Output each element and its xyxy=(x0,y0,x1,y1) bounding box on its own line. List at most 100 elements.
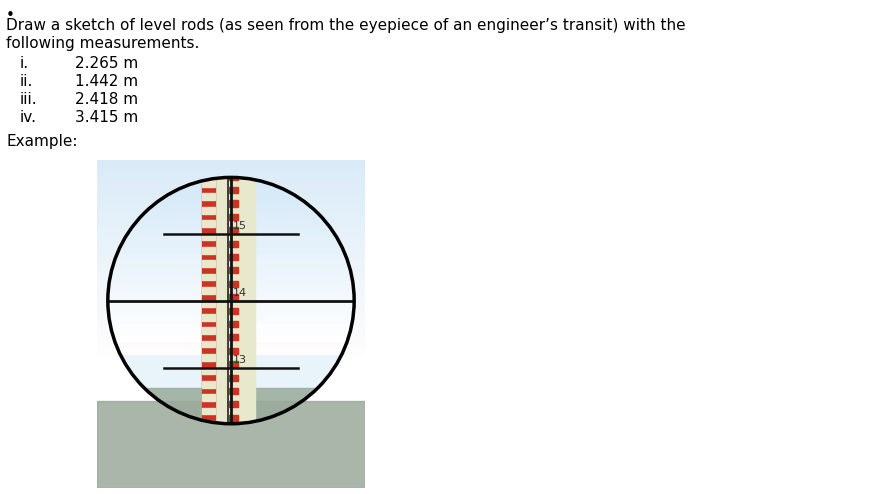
Text: i.: i. xyxy=(20,56,29,71)
Bar xyxy=(202,434,215,441)
Bar xyxy=(229,428,239,434)
Text: 13: 13 xyxy=(232,355,246,365)
Bar xyxy=(202,194,215,200)
Bar xyxy=(97,237,365,243)
Bar xyxy=(229,281,239,287)
Bar xyxy=(202,140,215,147)
Bar xyxy=(97,330,365,335)
Bar xyxy=(202,461,215,468)
Bar xyxy=(97,228,365,233)
Text: Example:: Example: xyxy=(6,134,77,149)
Bar xyxy=(97,243,365,248)
Bar xyxy=(229,147,239,153)
Bar xyxy=(97,189,365,194)
Bar xyxy=(97,210,365,215)
Bar xyxy=(202,421,215,428)
Bar xyxy=(202,368,215,374)
Bar xyxy=(202,448,215,454)
Bar xyxy=(97,233,365,238)
Bar xyxy=(97,174,365,179)
Text: iv.: iv. xyxy=(20,110,37,125)
Bar xyxy=(97,218,365,223)
Bar xyxy=(97,303,365,308)
Bar xyxy=(97,223,365,228)
Bar xyxy=(97,314,365,319)
Bar xyxy=(202,300,215,307)
Bar xyxy=(229,267,239,274)
Bar xyxy=(229,442,239,448)
Bar xyxy=(202,274,215,281)
Text: •: • xyxy=(6,8,15,23)
Bar xyxy=(97,270,365,275)
Bar xyxy=(97,315,365,320)
Bar xyxy=(202,287,215,294)
Bar xyxy=(97,248,365,253)
Bar xyxy=(97,308,365,314)
Bar xyxy=(202,328,215,334)
Bar xyxy=(97,208,365,213)
Bar xyxy=(97,205,365,210)
Bar xyxy=(97,272,365,277)
Bar xyxy=(97,401,365,488)
Bar xyxy=(97,325,365,330)
Bar xyxy=(97,335,365,341)
Bar xyxy=(97,297,365,303)
Bar xyxy=(97,243,365,247)
Bar xyxy=(97,213,365,218)
Bar xyxy=(229,227,239,233)
Bar xyxy=(97,301,365,306)
Bar xyxy=(97,388,365,488)
Bar xyxy=(97,277,365,281)
Bar xyxy=(202,220,215,227)
Bar xyxy=(97,238,365,243)
Bar xyxy=(97,344,365,349)
Bar xyxy=(229,254,239,260)
Bar xyxy=(202,247,215,254)
Bar xyxy=(97,252,365,257)
Bar xyxy=(229,201,239,206)
Bar xyxy=(97,199,365,204)
Text: Draw a sketch of level rods (as seen from the eyepiece of an engineer’s transit): Draw a sketch of level rods (as seen fro… xyxy=(6,18,686,33)
Bar xyxy=(97,253,365,259)
Bar xyxy=(202,160,255,488)
Circle shape xyxy=(108,177,354,424)
Bar xyxy=(229,241,239,247)
Bar xyxy=(202,180,215,187)
Bar xyxy=(97,247,365,252)
Bar xyxy=(97,232,365,237)
Bar xyxy=(97,287,365,292)
Bar xyxy=(202,341,215,347)
Bar xyxy=(229,120,239,126)
Bar xyxy=(97,183,365,188)
Bar xyxy=(229,401,239,408)
Bar xyxy=(202,314,215,321)
Bar xyxy=(97,281,365,286)
Bar xyxy=(229,348,239,354)
Bar xyxy=(97,194,365,199)
Bar xyxy=(97,215,365,221)
Bar xyxy=(97,165,365,170)
Text: 15: 15 xyxy=(232,221,246,231)
Bar xyxy=(97,320,365,325)
Bar xyxy=(229,455,239,461)
Bar xyxy=(229,308,239,314)
Bar xyxy=(229,361,239,367)
Bar xyxy=(229,414,239,421)
Bar xyxy=(229,334,239,340)
Text: following measurements.: following measurements. xyxy=(6,36,199,51)
Bar xyxy=(202,408,215,414)
Bar xyxy=(202,354,215,361)
Bar xyxy=(202,126,215,133)
Bar xyxy=(229,174,239,180)
Bar xyxy=(202,166,215,173)
Bar xyxy=(97,349,365,354)
Text: 14: 14 xyxy=(232,288,246,298)
Bar xyxy=(97,310,365,315)
Bar xyxy=(97,170,365,174)
Bar xyxy=(97,281,365,287)
Bar xyxy=(97,286,365,291)
Bar xyxy=(202,260,215,267)
Bar xyxy=(229,294,239,300)
Bar xyxy=(97,226,365,232)
Bar xyxy=(97,291,365,296)
